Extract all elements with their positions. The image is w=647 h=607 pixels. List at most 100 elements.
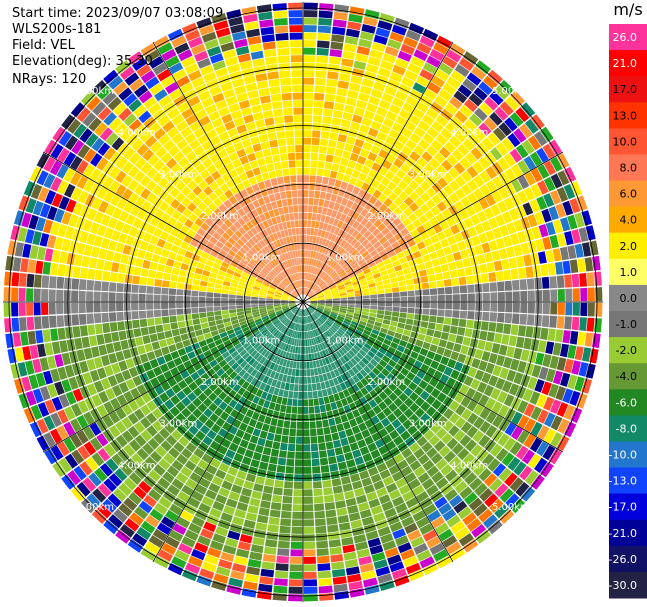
range-gate (542, 354, 552, 368)
range-gate (292, 346, 296, 354)
range-gate (97, 106, 112, 121)
range-gate (280, 334, 286, 342)
range-gate (547, 328, 556, 342)
range-gate (310, 296, 317, 300)
range-gate (128, 491, 142, 506)
range-gate (349, 152, 359, 162)
range-gate (435, 212, 446, 223)
range-gate (321, 389, 328, 397)
range-gate (446, 216, 456, 227)
range-gate (324, 247, 330, 256)
range-gate (245, 252, 253, 260)
range-gate (397, 275, 406, 282)
range-gate (280, 510, 292, 519)
range-gate (123, 391, 134, 403)
range-gate (264, 277, 272, 284)
range-gate (291, 330, 296, 338)
range-gate (382, 279, 391, 285)
range-gate (414, 308, 423, 315)
range-gate (276, 288, 283, 293)
range-gate (342, 50, 356, 60)
range-gate (198, 256, 207, 265)
range-gate (266, 308, 274, 312)
range-gate (320, 366, 326, 374)
range-gate (505, 291, 513, 302)
range-gate (438, 256, 448, 265)
range-gate (91, 346, 100, 358)
range-gate (510, 324, 519, 336)
range-gate (248, 323, 257, 329)
colorbar-swatch (609, 571, 647, 599)
range-gate (222, 313, 230, 319)
range-gate (401, 334, 410, 342)
range-gate (272, 410, 280, 419)
range-gate (185, 319, 193, 327)
range-gate (378, 359, 388, 368)
range-gate (250, 136, 260, 145)
range-ring-label: 1.00km (242, 252, 280, 263)
range-gate (454, 526, 470, 541)
range-gate (186, 402, 197, 413)
range-gate (266, 360, 273, 369)
range-gate (407, 302, 415, 308)
range-gate (513, 128, 527, 143)
range-gate (362, 291, 370, 296)
range-gate (412, 82, 426, 94)
range-gate (353, 315, 361, 321)
range-gate (127, 425, 140, 439)
range-gate (97, 142, 111, 156)
range-gate (189, 139, 201, 150)
range-gate (333, 302, 340, 304)
range-gate (308, 323, 312, 331)
range-gate (83, 426, 96, 440)
range-gate (560, 217, 571, 232)
range-gate (309, 175, 316, 183)
range-gate (312, 481, 322, 489)
range-gate (131, 311, 139, 320)
range-gate (236, 298, 244, 302)
range-gate (254, 281, 262, 286)
range-gate (352, 186, 361, 195)
range-gate (497, 292, 505, 302)
range-gate (391, 316, 399, 322)
range-gate (250, 459, 260, 468)
range-gate (203, 207, 213, 217)
range-gate (436, 280, 445, 288)
range-gate (437, 302, 445, 310)
range-gate (310, 436, 318, 444)
range-gate (246, 220, 254, 230)
range-gate (51, 396, 63, 411)
range-gate (207, 46, 222, 57)
range-gate (409, 133, 422, 144)
range-gate (303, 107, 313, 115)
range-gate (180, 369, 190, 379)
range-gate (293, 338, 297, 346)
range-gate (324, 306, 332, 310)
range-gate (445, 253, 455, 263)
range-gate (377, 20, 393, 31)
range-gate (208, 212, 218, 222)
range-gate (375, 566, 391, 577)
range-gate (350, 238, 358, 247)
range-gate (333, 227, 340, 236)
range-gate (281, 397, 288, 406)
range-gate (191, 516, 205, 528)
range-gate (171, 384, 182, 394)
range-gate (317, 229, 323, 237)
range-gate (86, 493, 101, 508)
range-gate (113, 508, 128, 523)
range-gate (274, 293, 282, 297)
range-gate (235, 46, 250, 56)
range-gate (57, 327, 66, 340)
range-gate (363, 365, 372, 374)
range-gate (570, 180, 583, 197)
range-gate (368, 371, 377, 380)
range-gate (426, 145, 438, 157)
range-gate (416, 241, 426, 250)
range-gate (318, 270, 323, 277)
range-gate (283, 318, 289, 325)
range-gate (279, 350, 285, 358)
range-gate (270, 177, 278, 186)
range-gate (218, 391, 228, 401)
range-gate (164, 330, 173, 339)
